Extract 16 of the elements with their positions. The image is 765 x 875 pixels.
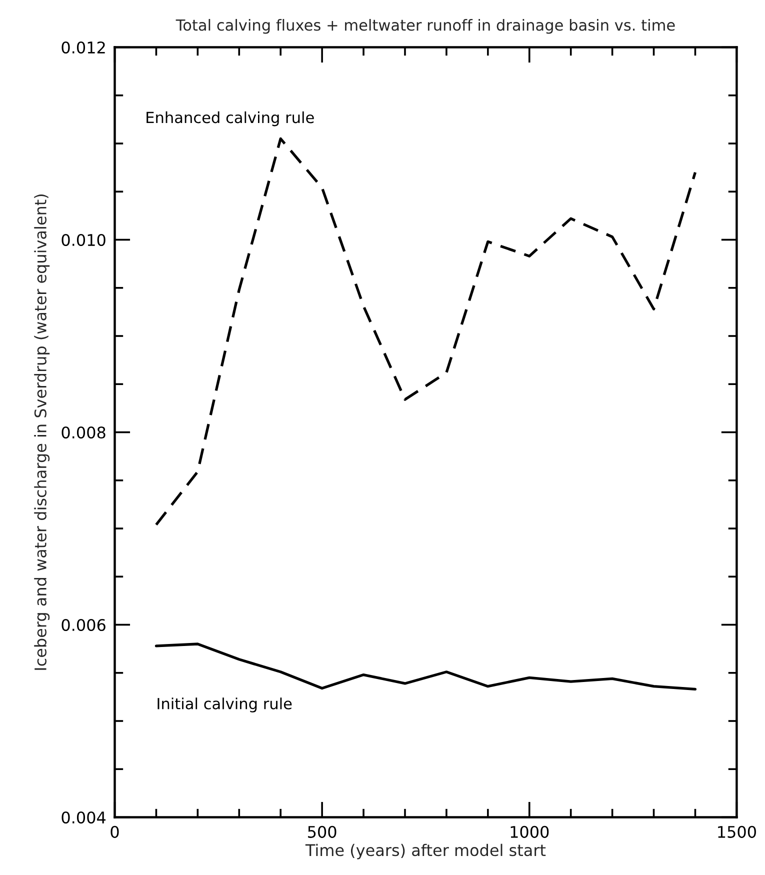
x-tick-label: 1500 bbox=[718, 826, 756, 838]
series-label: Initial calving rule bbox=[158, 698, 292, 712]
x-axis-title: Time (years) after model start bbox=[305, 844, 546, 860]
x-tick-label: 0 bbox=[110, 826, 119, 838]
y-tick-label: 0.008 bbox=[62, 426, 106, 439]
y-tick-label: 0.010 bbox=[62, 234, 106, 246]
line-series bbox=[154, 137, 697, 526]
y-tick-label: 0.004 bbox=[62, 811, 106, 824]
y-tick-label: 0.012 bbox=[62, 41, 105, 54]
y-tick-label: 0.006 bbox=[62, 618, 106, 632]
chart-title: Total calving fluxes + meltwater runoff in drainage basin vs. time bbox=[176, 18, 675, 34]
y-axis-title: Iceberg and water discharge in Sverdrup (water equivalent) bbox=[34, 194, 50, 670]
line-series bbox=[154, 642, 697, 691]
x-tick-label: 1000 bbox=[510, 826, 549, 838]
x-tick-label: 500 bbox=[308, 826, 336, 838]
text: Enhanced calving rule bbox=[146, 111, 314, 126]
